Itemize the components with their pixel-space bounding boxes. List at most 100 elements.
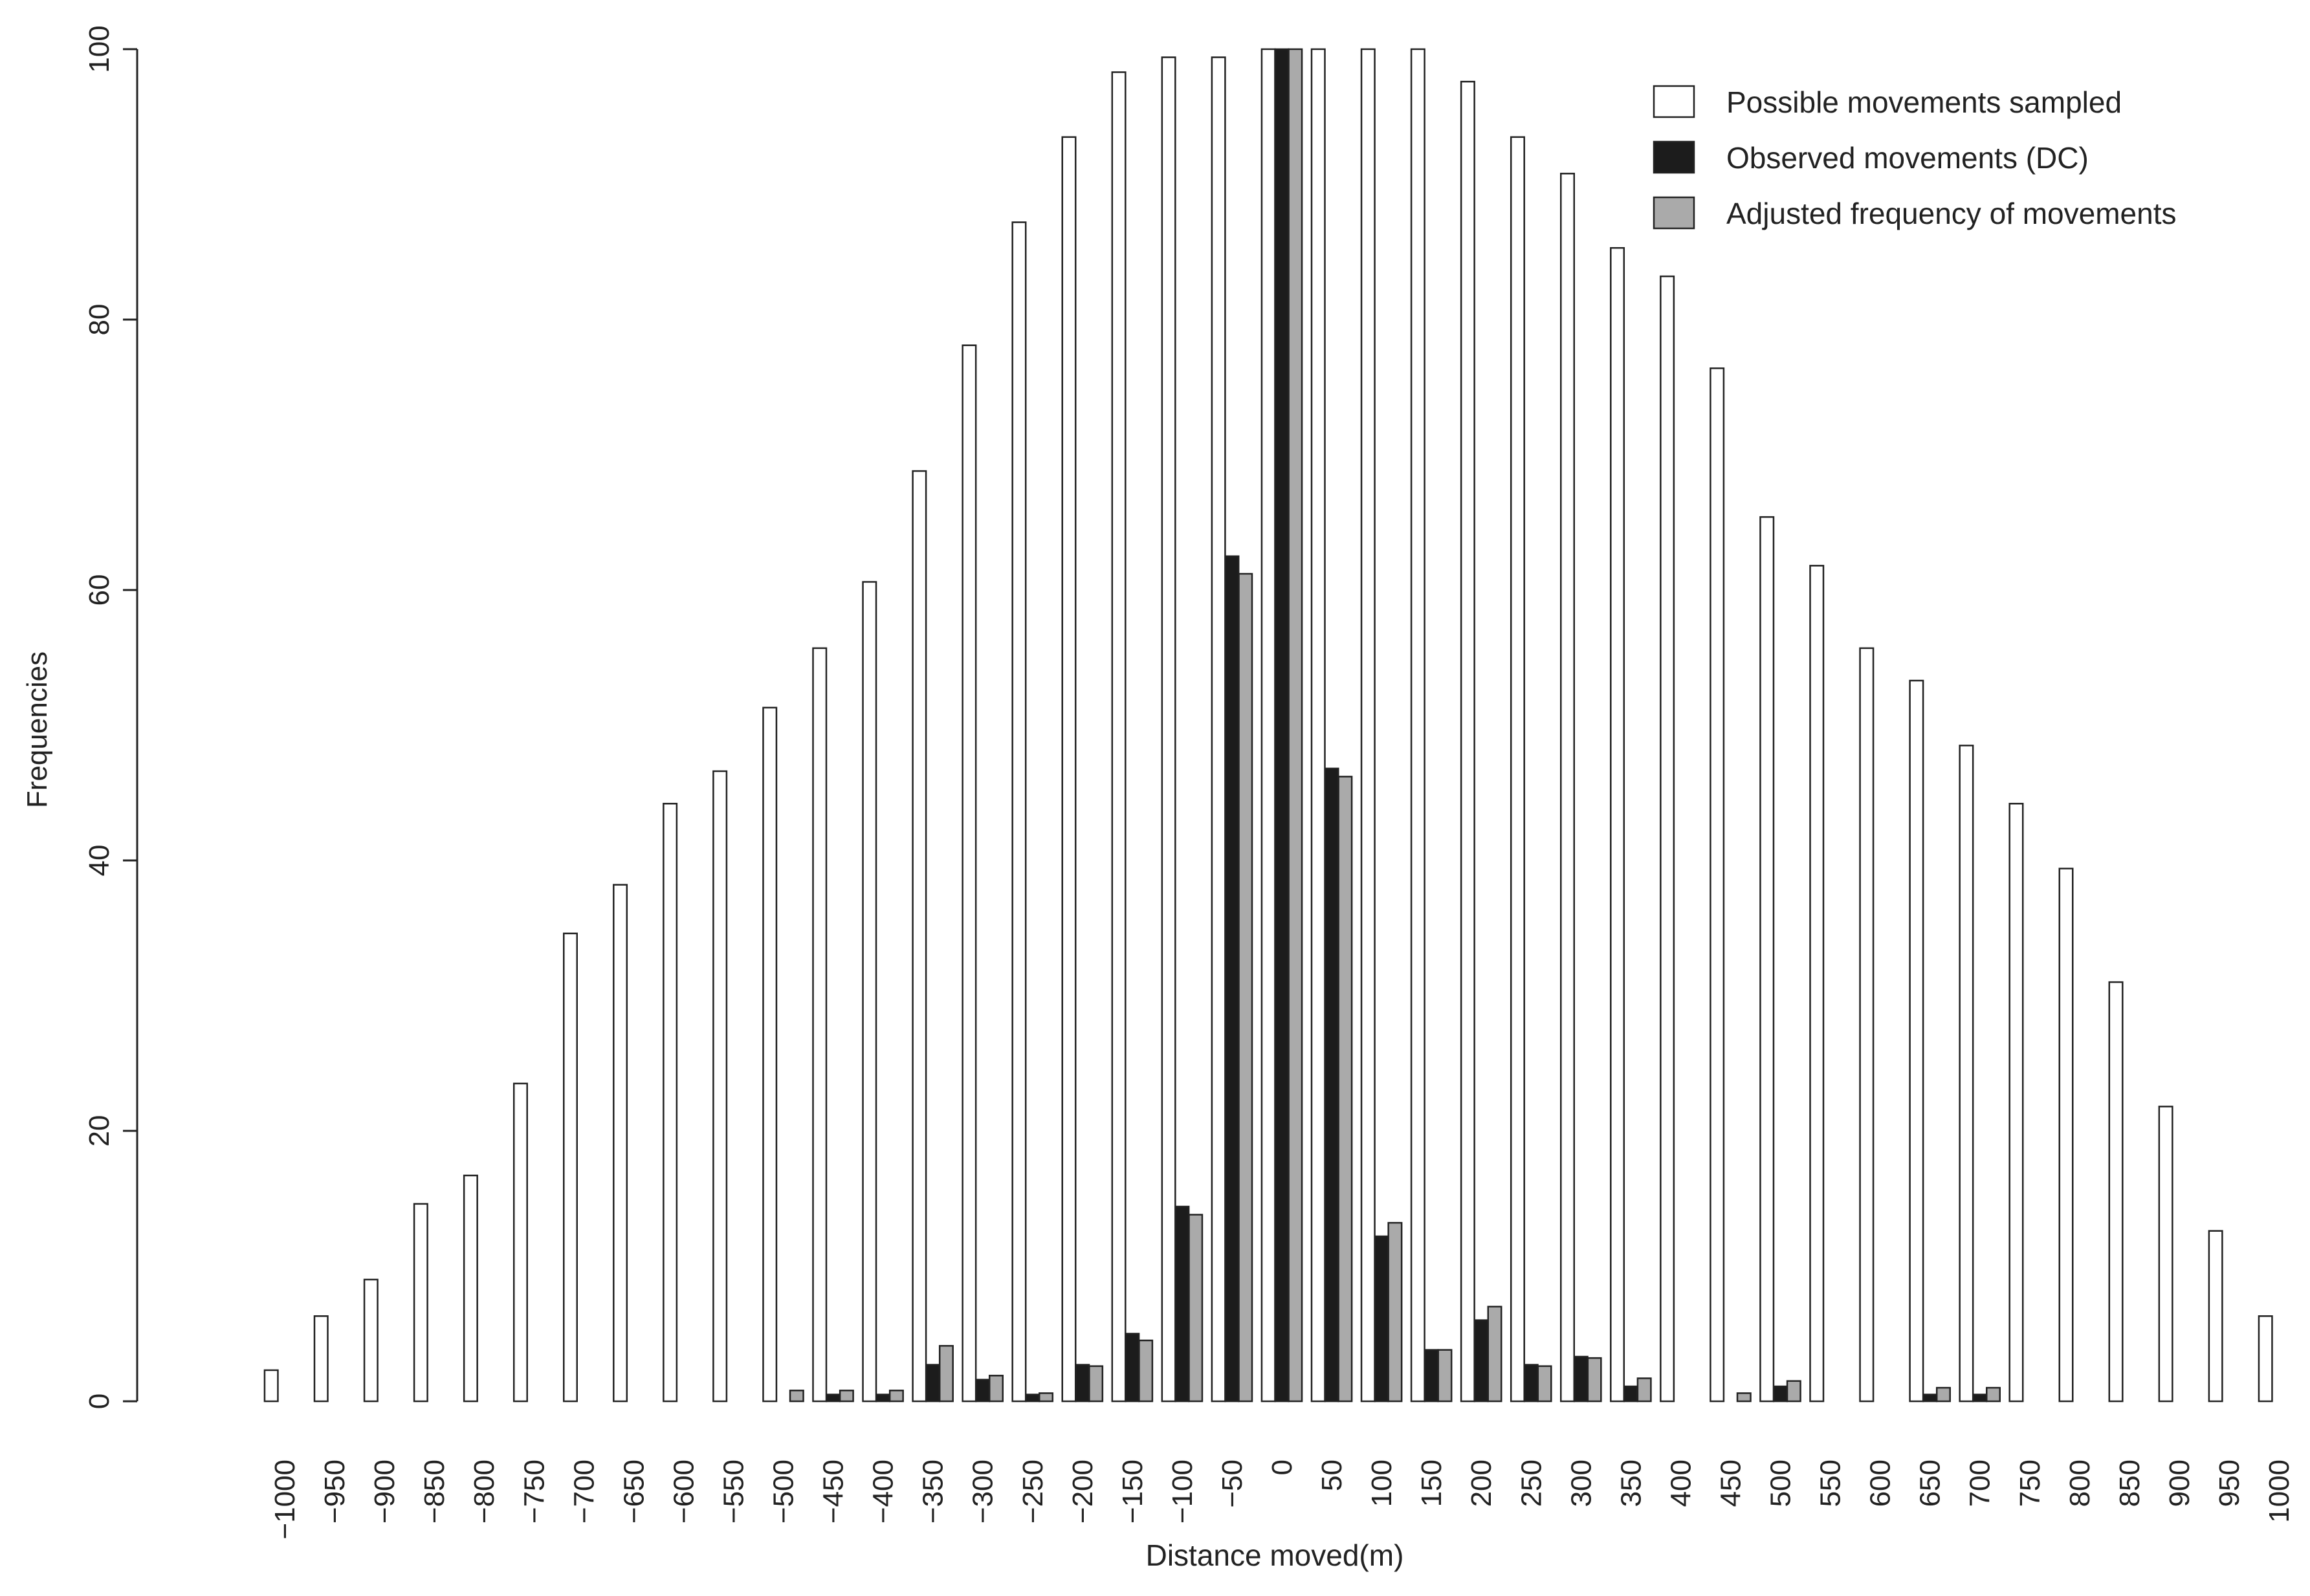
bar-possible-50: [1310, 48, 1326, 1403]
bar-observed--450: [826, 1394, 841, 1403]
bar-possible--950: [313, 1315, 329, 1403]
bar-adjusted-450: [1736, 1392, 1752, 1403]
bar-possible-450: [1710, 367, 1725, 1403]
bar-possible-300: [1560, 173, 1575, 1403]
bar-observed-350: [1623, 1385, 1638, 1403]
bar-possible-250: [1510, 136, 1525, 1403]
x-tick-labels: −1000 −950 −900 −850 −800 −750 −700 −650 −600 −55…: [269, 1459, 2295, 1540]
bar-possible-700: [1959, 745, 1974, 1403]
bar-observed--150: [1125, 1333, 1140, 1403]
legend-label-adjusted: Adjusted frequency of movements: [1726, 197, 2176, 230]
bar-possible--450: [812, 647, 828, 1403]
x-tick-label: 400: [1665, 1459, 1697, 1507]
bar-possible--750: [512, 1082, 528, 1403]
bar-possible--300: [962, 344, 977, 1403]
bar-possible--550: [712, 770, 728, 1403]
x-tick-label: 0: [1266, 1459, 1298, 1475]
x-tick-label: −600: [668, 1459, 699, 1524]
bar-adjusted-50: [1337, 776, 1353, 1403]
bar-possible--200: [1061, 136, 1077, 1403]
bar-adjusted--50: [1238, 573, 1253, 1403]
bar-possible--700: [563, 932, 578, 1403]
legend-swatch-adjusted: [1653, 196, 1695, 230]
x-tick-label: 100: [1366, 1459, 1398, 1507]
legend: Possible movements sampled Observed movem…: [1653, 85, 2176, 230]
bar-observed--300: [975, 1379, 991, 1403]
x-tick-label: 300: [1565, 1459, 1597, 1507]
bar-possible-800: [2058, 868, 2074, 1403]
bar-adjusted--150: [1138, 1339, 1154, 1403]
x-tick-label: −50: [1216, 1459, 1248, 1508]
legend-swatch-observed: [1653, 140, 1695, 174]
bar-possible--100: [1161, 56, 1176, 1403]
bar-observed-650: [1922, 1394, 1938, 1403]
bar-possible-1000: [2258, 1315, 2273, 1403]
x-tick-label: 800: [2064, 1459, 2096, 1507]
x-tick-label: −850: [419, 1459, 450, 1524]
x-tick-label: −450: [818, 1459, 850, 1524]
bar-adjusted-500: [1786, 1380, 1801, 1403]
x-tick-label: −950: [319, 1459, 351, 1524]
x-tick-label: 600: [1865, 1459, 1897, 1507]
y-tick-label: 40: [83, 845, 115, 877]
bar-adjusted-150: [1437, 1349, 1453, 1403]
x-tick-label: 900: [2164, 1459, 2195, 1507]
x-tick-label: 950: [2214, 1459, 2245, 1507]
x-tick-label: −700: [568, 1459, 600, 1524]
x-tick-label: 200: [1466, 1459, 1497, 1507]
bar-possible--350: [912, 470, 927, 1403]
bars-group: [263, 48, 2273, 1403]
bar-possible--900: [363, 1278, 379, 1403]
x-tick-label: 450: [1715, 1459, 1746, 1507]
bar-observed-700: [1972, 1394, 1988, 1403]
bar-adjusted-200: [1487, 1306, 1502, 1403]
x-tick-label: 700: [1964, 1459, 1996, 1507]
bar-adjusted-650: [1935, 1386, 1951, 1403]
bar-adjusted--500: [789, 1390, 804, 1403]
x-tick-label: −150: [1117, 1459, 1149, 1524]
bar-adjusted--100: [1188, 1214, 1204, 1403]
legend-label-observed: Observed movements (DC): [1726, 141, 2089, 175]
bar-possible--150: [1111, 71, 1127, 1403]
bar-possible--1000: [263, 1369, 279, 1403]
bar-possible-100: [1360, 48, 1376, 1403]
x-tick-label: 500: [1765, 1459, 1797, 1507]
y-axis: 0 20 40 60 80 100: [83, 25, 138, 1409]
bar-possible-950: [2208, 1230, 2223, 1403]
bar-possible-750: [2008, 802, 2024, 1403]
x-tick-label: 650: [1915, 1459, 1946, 1507]
bar-observed--250: [1025, 1394, 1040, 1403]
x-tick-label: −100: [1167, 1459, 1198, 1524]
bar-possible--400: [862, 581, 877, 1403]
bar-possible--50: [1211, 56, 1226, 1403]
x-tick-label: 750: [2014, 1459, 2046, 1507]
x-tick-label: 350: [1615, 1459, 1647, 1507]
bar-possible-0: [1260, 48, 1276, 1403]
bar-possible-850: [2108, 981, 2124, 1403]
bar-observed-500: [1773, 1385, 1788, 1403]
x-tick-label: −800: [468, 1459, 500, 1524]
bar-observed--350: [925, 1364, 941, 1403]
bar-observed-50: [1324, 767, 1339, 1403]
bar-observed-250: [1523, 1364, 1539, 1403]
y-tick-label: 20: [83, 1115, 115, 1147]
bar-observed-200: [1473, 1319, 1489, 1403]
x-tick-label: −650: [618, 1459, 650, 1524]
bar-adjusted--200: [1088, 1365, 1104, 1403]
bar-possible-900: [2158, 1106, 2173, 1403]
x-tick-label: −250: [1017, 1459, 1049, 1524]
y-axis-label: Frequencies: [21, 651, 53, 808]
x-tick-label: 550: [1815, 1459, 1847, 1507]
x-tick-label: −900: [369, 1459, 401, 1524]
x-tick-label: −1000: [269, 1459, 301, 1540]
bar-observed-0: [1274, 48, 1290, 1403]
x-tick-label: 850: [2114, 1459, 2146, 1507]
bar-possible-150: [1410, 48, 1425, 1403]
x-tick-label: −400: [868, 1459, 899, 1524]
legend-label-possible: Possible movements sampled: [1726, 85, 2122, 119]
bar-adjusted--400: [888, 1390, 904, 1403]
y-tick-label: 80: [83, 304, 115, 336]
bar-observed-100: [1374, 1235, 1389, 1403]
